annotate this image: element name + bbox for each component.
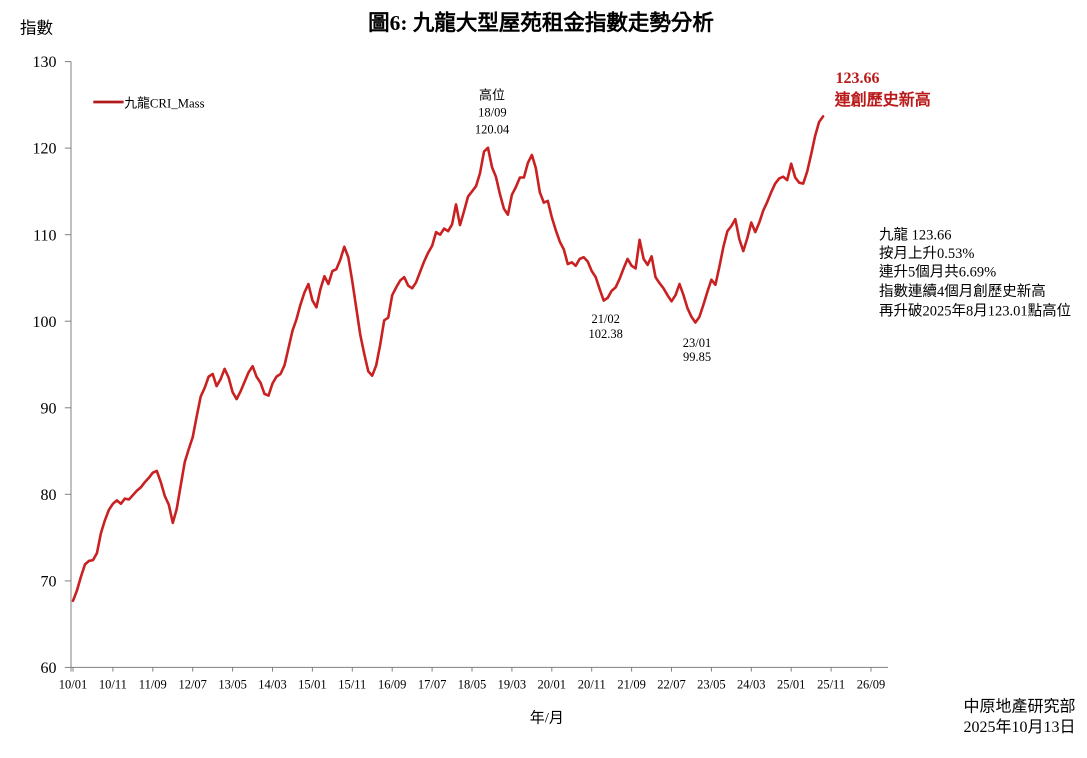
svg-text:90: 90 [41,400,57,417]
svg-text:120: 120 [33,141,57,158]
svg-text:15/01: 15/01 [298,678,326,692]
svg-text:100: 100 [33,314,57,331]
svg-text:70: 70 [41,574,57,591]
svg-text:21/02: 21/02 [591,312,619,326]
svg-text:圖6: 九龍大型屋苑租金指數走勢分析: 圖6: 九龍大型屋苑租金指數走勢分析 [368,10,714,35]
svg-text:23/05: 23/05 [697,678,725,692]
svg-text:指數: 指數 [20,19,53,38]
svg-text:26/09: 26/09 [857,678,885,692]
svg-text:12/07: 12/07 [178,678,206,692]
svg-text:123.66: 123.66 [836,70,880,87]
svg-text:120.04: 120.04 [475,123,510,137]
svg-text:18/09: 18/09 [478,106,506,120]
svg-text:10/01: 10/01 [59,678,87,692]
svg-text:按月上升0.53%: 按月上升0.53% [879,245,974,262]
svg-text:18/05: 18/05 [458,678,486,692]
svg-text:20/11: 20/11 [578,678,606,692]
svg-text:19/03: 19/03 [498,678,526,692]
svg-text:23/01: 23/01 [683,336,711,350]
svg-text:99.85: 99.85 [683,350,711,364]
svg-text:102.38: 102.38 [589,327,623,341]
svg-text:九龍CRI_Mass: 九龍CRI_Mass [124,96,204,111]
svg-text:24/03: 24/03 [737,678,765,692]
svg-text:11/09: 11/09 [139,678,167,692]
svg-text:年/月: 年/月 [530,709,564,726]
svg-text:21/09: 21/09 [617,678,645,692]
svg-text:連創歷史新高: 連創歷史新高 [834,90,931,109]
svg-text:2025年10月13日: 2025年10月13日 [963,718,1075,736]
svg-text:九龍 123.66: 九龍 123.66 [879,227,952,244]
svg-text:22/07: 22/07 [657,678,685,692]
svg-text:20/01: 20/01 [538,678,566,692]
svg-text:高位: 高位 [479,87,505,102]
svg-text:再升破2025年8月123.01點高位: 再升破2025年8月123.01點高位 [879,303,1071,320]
svg-text:連升5個月共6.69%: 連升5個月共6.69% [879,264,996,281]
svg-text:14/03: 14/03 [258,678,286,692]
svg-text:17/07: 17/07 [418,678,446,692]
svg-text:16/09: 16/09 [378,678,406,692]
svg-text:25/01: 25/01 [777,678,805,692]
svg-text:13/05: 13/05 [218,678,246,692]
svg-text:60: 60 [41,660,57,677]
svg-text:10/11: 10/11 [99,678,127,692]
svg-text:中原地產研究部: 中原地產研究部 [963,697,1075,715]
svg-text:130: 130 [33,54,57,71]
svg-text:25/11: 25/11 [817,678,845,692]
svg-text:15/11: 15/11 [338,678,366,692]
svg-text:80: 80 [41,487,57,504]
svg-text:指數連續4個月創歷史新高: 指數連續4個月創歷史新高 [879,283,1046,300]
svg-text:110: 110 [33,227,56,244]
